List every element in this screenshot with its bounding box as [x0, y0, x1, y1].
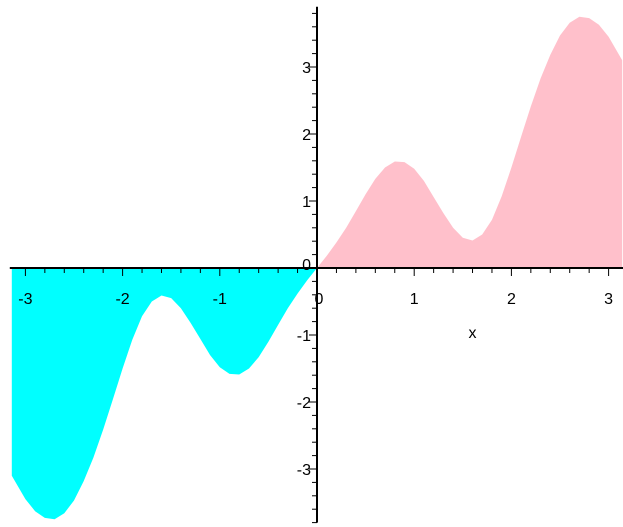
x-axis-label: x [469, 325, 477, 342]
x-tick-label: 2 [507, 291, 516, 308]
area-series-2 [317, 16, 623, 268]
labels-layer: -3 -2 -1 0 1 2 3 -3 -2 -1 1 2 3 0 x [18, 60, 613, 479]
area-layer [11, 16, 623, 520]
x-tick-label: -1 [213, 291, 227, 308]
x-tick-label: -2 [115, 291, 129, 308]
x-tick-label: 0 [315, 291, 324, 308]
y-tick-label: -1 [297, 328, 311, 345]
y-tick-label: 3 [302, 60, 311, 77]
y-tick-label: 2 [302, 127, 311, 144]
x-tick-label: -3 [18, 291, 32, 308]
axes-layer [9, 6, 623, 524]
y-tick-label: -3 [297, 462, 311, 479]
y-tick-label: 1 [302, 194, 311, 211]
x-tick-label: 1 [410, 291, 419, 308]
origin-label: 0 [302, 257, 311, 274]
area-series-1 [11, 268, 318, 520]
y-tick-label: -2 [297, 395, 311, 412]
x-tick-label: 3 [604, 291, 613, 308]
